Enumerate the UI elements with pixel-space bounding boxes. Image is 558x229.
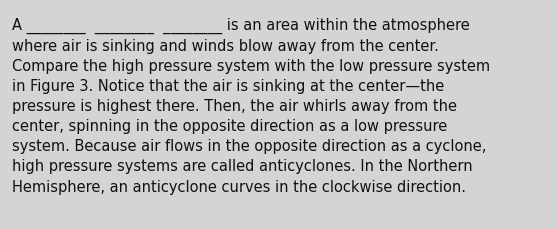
Text: A ________  ________  ________ is an area within the atmosphere
where air is sin: A ________ ________ ________ is an area …	[12, 18, 490, 194]
